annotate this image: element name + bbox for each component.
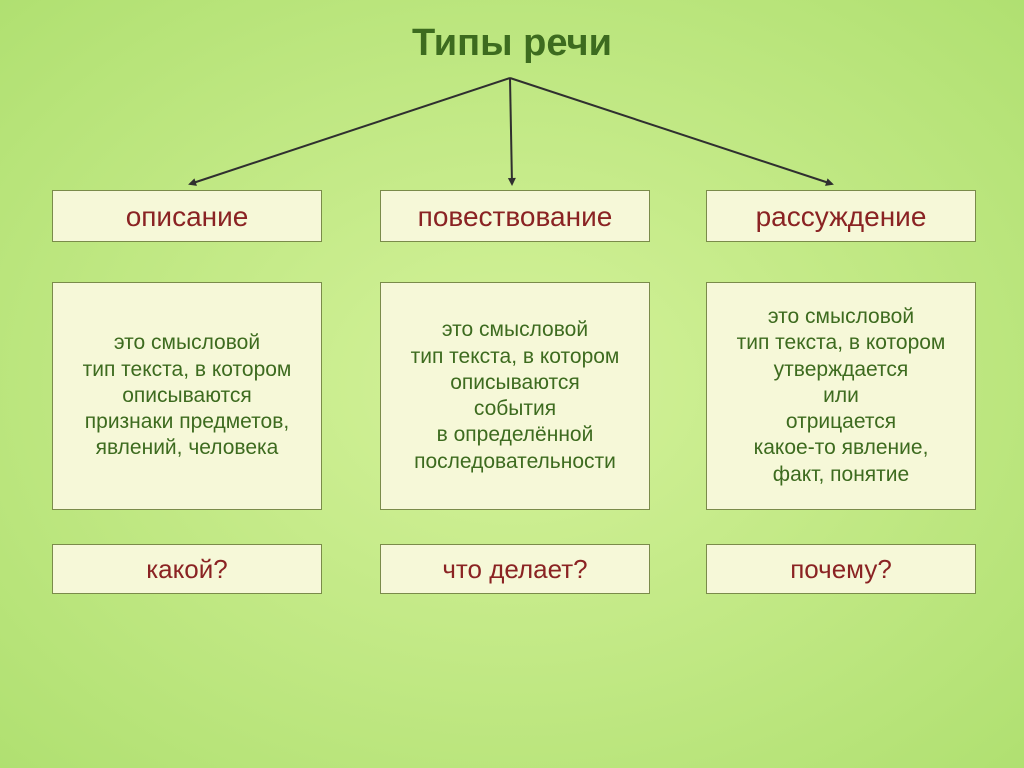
definition-text: это смысловойтип текста, в которомописыв… [411, 317, 620, 475]
definition-text: это смысловойтип текста, в которомописыв… [83, 330, 292, 461]
type-label: описание [126, 199, 249, 234]
definition-box-reasoning: это смысловойтип текста, в которомутверж… [706, 282, 976, 510]
question-text: почему? [790, 553, 892, 586]
definition-box-narration: это смысловойтип текста, в которомописыв… [380, 282, 650, 510]
type-box-narration: повествование [380, 190, 650, 242]
question-text: какой? [146, 553, 228, 586]
question-box-description: какой? [52, 544, 322, 594]
type-label: рассуждение [756, 199, 927, 234]
type-label: повествование [418, 199, 613, 234]
question-box-narration: что делает? [380, 544, 650, 594]
question-box-reasoning: почему? [706, 544, 976, 594]
definition-text: это смысловойтип текста, в которомутверж… [737, 304, 946, 488]
type-box-reasoning: рассуждение [706, 190, 976, 242]
type-box-description: описание [52, 190, 322, 242]
definition-box-description: это смысловойтип текста, в которомописыв… [52, 282, 322, 510]
diagram-title: Типы речи [0, 22, 1024, 65]
question-text: что делает? [442, 553, 587, 586]
